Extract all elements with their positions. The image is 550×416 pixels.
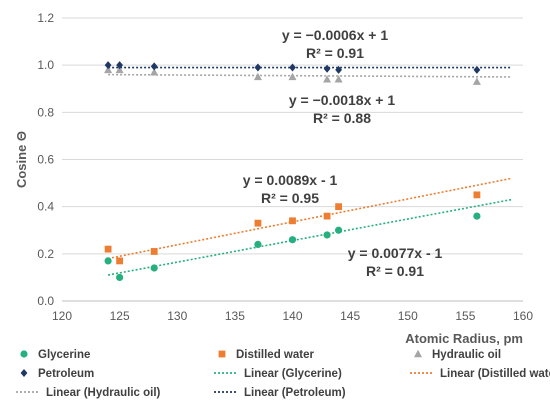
trendline — [107, 177, 512, 260]
point-petroleum — [323, 64, 331, 73]
y-tick-label: 0.8 — [37, 105, 54, 119]
legend-item: Linear (Glycerine) — [214, 368, 342, 380]
point-glycerine — [323, 231, 331, 239]
legend-item: Linear (Hydraulic oil) — [16, 387, 161, 399]
y-tick-label: 0.0 — [37, 294, 54, 308]
point-hydraulic-oil — [150, 68, 159, 76]
data-points — [104, 61, 481, 282]
trendlines — [107, 66, 512, 276]
point-distilled-water — [104, 245, 112, 253]
x-tick-label: 125 — [110, 309, 130, 323]
legend: Glycerine Distilled water Hydraulic oil Pet… — [16, 349, 550, 399]
legend-label: Petroleum — [38, 368, 94, 380]
point-distilled-water — [473, 191, 481, 199]
point-petroleum — [289, 63, 296, 72]
legend-item: Glycerine — [20, 349, 90, 361]
point-distilled-water — [335, 203, 342, 211]
x-tick-label: 160 — [513, 309, 533, 323]
x-tick-label: 130 — [167, 309, 187, 323]
trend-r-squared: R² = 0.91 — [366, 263, 424, 279]
trend-r-squared: R² = 0.91 — [306, 45, 364, 61]
x-tick-label: 135 — [225, 309, 245, 323]
legend-label: Linear (Glycerine) — [244, 368, 342, 380]
legend-label: Linear (Distilled water) — [440, 368, 550, 380]
axes: 0.0 0.2 0.4 0.6 0.8 1.0 1.2 120 125 130 135 140 145 1… — [14, 11, 533, 346]
point-hydraulic-oil — [472, 77, 481, 85]
point-glycerine — [104, 257, 112, 265]
legend-swatch — [20, 350, 28, 358]
legend-swatch — [218, 350, 226, 358]
point-petroleum — [473, 65, 481, 74]
trend-r-squared: R² = 0.95 — [261, 190, 319, 206]
point-petroleum — [254, 63, 262, 72]
trend-equation: y = 0.0089x - 1 — [243, 172, 338, 188]
point-glycerine — [150, 264, 158, 272]
legend-swatch — [414, 349, 422, 358]
trend-r-squared: R² = 0.88 — [313, 110, 371, 126]
trend-equation: y = 0.0077x - 1 — [348, 245, 443, 261]
y-tick-label: 1.2 — [37, 11, 54, 25]
point-glycerine — [116, 273, 124, 282]
legend-label: Hydraulic oil — [432, 349, 501, 361]
point-petroleum — [150, 62, 158, 71]
trend-equation: y = −0.0018x + 1 — [289, 92, 395, 108]
point-glycerine — [288, 236, 297, 244]
x-tick-label: 120 — [52, 309, 72, 323]
x-axis-title: Atomic Radius, pm — [405, 331, 523, 346]
legend-item: Distilled water — [218, 349, 314, 361]
gridlines — [62, 17, 523, 302]
x-tick-label: 145 — [340, 309, 360, 323]
trend-equation: y = −0.0006x + 1 — [282, 27, 388, 43]
point-glycerine — [254, 240, 262, 248]
trendline — [108, 73, 512, 78]
point-petroleum — [116, 61, 124, 70]
point-distilled-water — [254, 219, 262, 227]
legend-item: Hydraulic oil — [414, 349, 501, 361]
trendline — [107, 198, 512, 276]
point-hydraulic-oil — [104, 65, 113, 74]
legend-label: Glycerine — [38, 349, 90, 361]
point-hydraulic-oil — [115, 65, 124, 74]
point-distilled-water — [323, 212, 331, 220]
y-tick-label: 0.4 — [37, 200, 54, 214]
point-glycerine — [473, 212, 481, 220]
legend-label: Linear (Hydraulic oil) — [46, 387, 161, 399]
y-tick-label: 0.2 — [37, 247, 54, 261]
y-tick-label: 1.0 — [37, 58, 54, 72]
legend-label: Linear (Petroleum) — [244, 387, 346, 399]
point-petroleum — [104, 61, 112, 70]
point-distilled-water — [289, 217, 296, 225]
legend-item: Linear (Distilled water) — [410, 368, 550, 380]
legend-label: Distilled water — [236, 349, 314, 361]
y-tick-label: 0.6 — [37, 153, 54, 167]
legend-item: Linear (Petroleum) — [214, 387, 346, 399]
point-hydraulic-oil — [323, 75, 332, 83]
legend-item: Petroleum — [20, 368, 94, 380]
legend-swatch — [20, 369, 28, 377]
point-hydraulic-oil — [288, 72, 297, 81]
point-distilled-water — [116, 257, 124, 265]
x-tick-label: 155 — [455, 309, 475, 323]
point-glycerine — [335, 226, 343, 234]
point-petroleum — [335, 65, 342, 74]
x-tick-label: 140 — [282, 309, 302, 323]
y-axis-title: Cosine Θ — [14, 131, 29, 188]
point-distilled-water — [150, 248, 158, 255]
point-hydraulic-oil — [334, 75, 343, 83]
equation-annotations: y = −0.0006x + 1 R² = 0.91 y = −0.0018x + … — [243, 27, 443, 279]
x-tick-label: 150 — [398, 309, 418, 323]
point-hydraulic-oil — [253, 72, 262, 81]
